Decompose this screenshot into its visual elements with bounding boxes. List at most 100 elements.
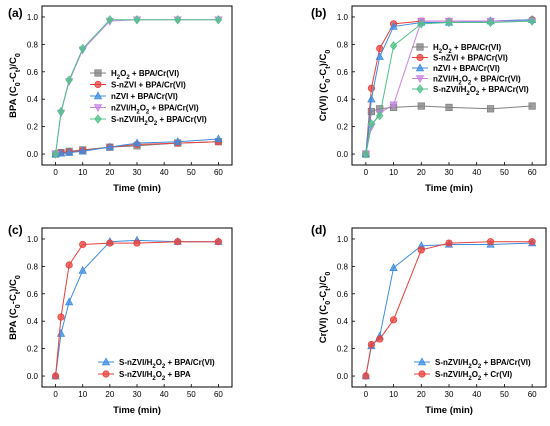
y-tick-label: 0.4 (337, 95, 349, 104)
data-point (106, 239, 114, 247)
legend-marker (94, 114, 102, 124)
y-tick-label: 1.0 (337, 235, 349, 244)
legend: S-nZVI/H2O2 + BPA/Cr(VI)S-nZVI/H2O2 + BP… (98, 357, 215, 382)
data-point (78, 265, 87, 274)
x-tick-label: 30 (133, 390, 142, 399)
chart-panel-a: 0 10 20 30 40 50 60 0.0 0.2 0.4 0.6 0.8 1.0 Time (min… (8, 5, 233, 194)
legend-entry: nZVI + BPA/Cr(VI) (111, 92, 178, 101)
data-point (214, 134, 223, 143)
x-axis-label: Time (min) (113, 405, 161, 416)
panel-label: (c) (8, 223, 23, 237)
data-point (389, 41, 398, 51)
legend-entry: H2O2 + BPA/Cr(VI) (433, 43, 501, 55)
y-tick-label: 0.8 (337, 40, 349, 49)
y-axis-label: BPA (C0-Ct)/C0 (8, 53, 22, 118)
data-point (362, 372, 370, 380)
data-point (389, 263, 398, 271)
y-tick-label: 1.0 (27, 235, 39, 244)
panel-label: (d) (311, 223, 326, 237)
y-axis-label: Cr(VI) (C0-Ct)/C0 (318, 272, 332, 344)
y-tick-label: 0.0 (27, 150, 39, 159)
legend-entry: S-nZVI + BPA/Cr(VI) (111, 81, 186, 90)
x-tick-label: 40 (472, 390, 481, 399)
x-tick-label: 60 (214, 168, 223, 177)
y-tick-label: 0.2 (27, 123, 39, 132)
data-point (64, 148, 74, 156)
y-tick-label: 0.2 (337, 345, 349, 354)
data-point (376, 335, 384, 343)
data-point (51, 372, 60, 380)
legend-marker (94, 80, 102, 89)
legend: H2O2 + BPA/Cr(VI)S-nZVI + BPA/Cr(VI)nZVI… (412, 43, 529, 97)
data-point (174, 238, 182, 246)
x-tick-label: 60 (528, 168, 537, 177)
data-point (528, 238, 536, 246)
data-point (486, 105, 495, 113)
data-point (528, 16, 536, 26)
data-point (528, 102, 536, 110)
x-tick-label: 10 (78, 390, 87, 399)
x-tick-label: 20 (105, 168, 114, 177)
data-point (367, 119, 376, 129)
y-tick-label: 0.6 (27, 290, 39, 299)
data-point (376, 111, 384, 121)
x-tick-label: 50 (500, 390, 509, 399)
y-tick-label: 1.0 (27, 13, 39, 22)
legend-entry: S-nZVI/H2O2 + BPA/Cr(VI) (435, 358, 531, 370)
x-axis-label: Time (min) (425, 405, 473, 416)
legend-marker (416, 53, 424, 62)
legend-marker (94, 69, 102, 77)
data-point (367, 94, 376, 103)
x-tick-label: 20 (417, 168, 426, 177)
data-point (367, 107, 376, 116)
series-line-1 (365, 241, 533, 377)
data-point (389, 101, 398, 110)
data-point (133, 239, 141, 247)
series-line-0 (55, 239, 219, 377)
x-tick-label: 0 (53, 168, 58, 177)
data-point (173, 137, 182, 145)
x-axis-label: Time (min) (113, 183, 161, 194)
y-tick-label: 1.0 (337, 13, 349, 22)
data-point (51, 149, 60, 159)
data-point (65, 75, 73, 85)
x-tick-label: 50 (187, 168, 196, 177)
x-tick-label: 0 (364, 390, 369, 399)
data-point (445, 103, 453, 112)
legend-marker (416, 84, 424, 94)
legend-entry: S-nZVI/H2O2 + BPA (119, 370, 191, 382)
chart-panel-b: 0 10 20 30 40 50 60 0.0 0.2 0.4 0.6 0.8 1.0 Time (min… (311, 5, 547, 194)
y-tick-label: 0.4 (337, 317, 349, 326)
data-point (214, 15, 223, 25)
data-point (56, 148, 66, 157)
data-point (375, 52, 384, 60)
x-tick-label: 40 (160, 390, 169, 399)
panel-label: (a) (8, 6, 23, 20)
legend-marker (417, 357, 427, 366)
y-tick-label: 0.0 (27, 372, 39, 381)
legend-entry: S-nZVI/H2O2 + BPA/Cr(VI) (433, 85, 529, 97)
legend: S-nZVI/H2O2 + BPA/Cr(VI)S-nZVI/H2O2 + Cr… (414, 357, 531, 382)
x-tick-label: 60 (528, 390, 537, 399)
y-tick-label: 0.2 (27, 345, 39, 354)
legend-marker (415, 75, 425, 84)
y-tick-label: 0.0 (337, 150, 349, 159)
series-line-1 (55, 241, 219, 377)
data-point (376, 44, 384, 53)
y-axis-label: Cr(VI) (C0-Ct)/C0 (318, 50, 332, 122)
data-point (105, 142, 115, 151)
x-tick-label: 0 (364, 168, 369, 177)
data-point (389, 21, 398, 30)
data-point (486, 17, 495, 28)
legend-marker (416, 43, 424, 51)
x-tick-label: 10 (389, 390, 398, 399)
y-tick-label: 0.6 (337, 290, 349, 299)
data-point (65, 261, 73, 269)
data-point (417, 246, 425, 254)
legend-entry: nZVI + BPA/Cr(VI) (433, 64, 500, 73)
legend-entry: S-nZVI/H2O2 + BPA/Cr(VI) (119, 358, 215, 370)
legend-marker (415, 63, 425, 72)
x-tick-label: 30 (445, 390, 454, 399)
x-tick-label: 40 (472, 168, 481, 177)
